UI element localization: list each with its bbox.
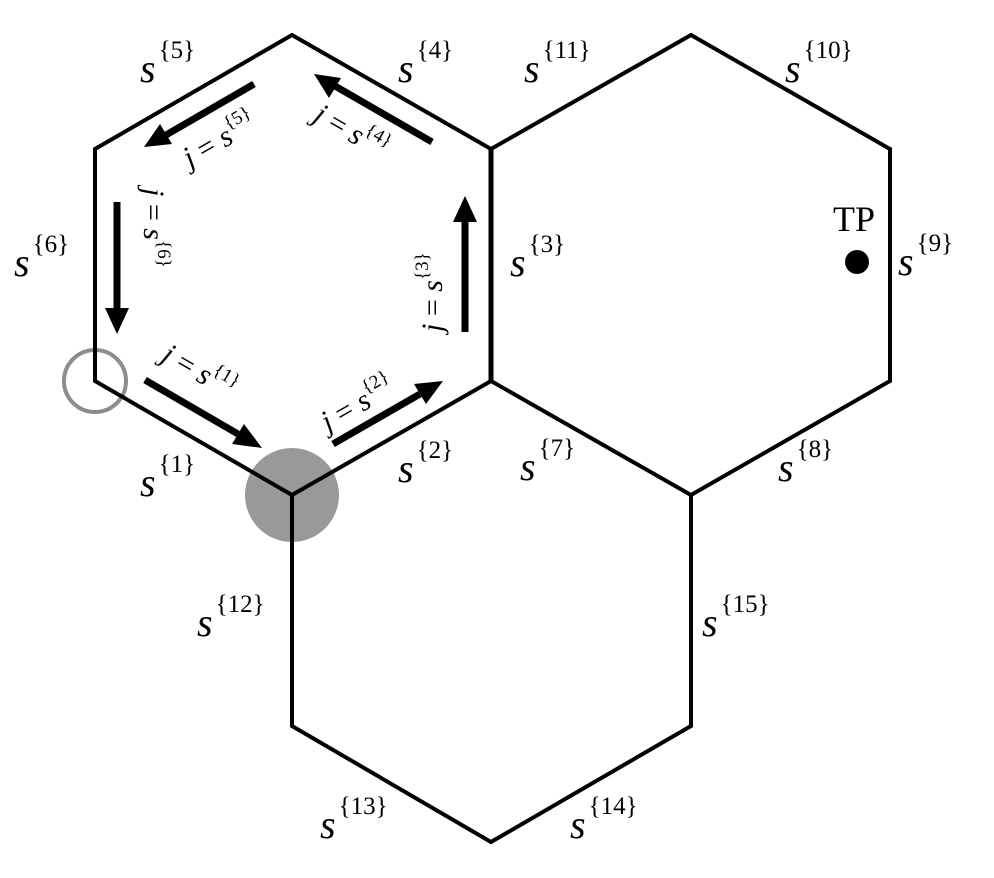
edge-label-s12: s {12} <box>197 591 265 645</box>
arrow-s2 <box>331 381 443 448</box>
edge-label-s3: s {3} <box>510 231 565 285</box>
edge-s11 <box>489 33 693 151</box>
edge-s13 <box>290 724 493 844</box>
edge-s8 <box>689 379 892 497</box>
edge-label-s8: s {8} <box>778 436 833 490</box>
arrow-label-s5: j = s{5} <box>172 102 263 176</box>
hexagon-right <box>489 33 892 497</box>
edge-label-s5: s {5} <box>140 37 195 91</box>
edge-label-s1: s {1} <box>140 451 195 505</box>
tp-label: TP <box>833 199 875 239</box>
edge-s10 <box>689 33 892 151</box>
edge-label-s11: s {11} <box>524 37 591 91</box>
edge-label-s13: s {13} <box>320 793 388 847</box>
edge-s2 <box>290 379 493 497</box>
edge-label-s6: s {6} <box>14 231 69 285</box>
edge-s4 <box>290 33 493 151</box>
edge-label-s15: s {15} <box>702 591 770 645</box>
arrow-s5 <box>144 80 256 147</box>
edge-labels: s {1} s {2} s {3} s {4} s {5} s {6} s {7} s {8} … <box>14 37 953 847</box>
edge-label-s4: s {4} <box>398 37 453 91</box>
edge-s5 <box>93 33 294 151</box>
edge-label-s9: s {9} <box>898 230 953 284</box>
arrow-s6 <box>105 202 129 334</box>
arrow-label-s3: j = s{3} <box>412 252 449 336</box>
arrow-s3 <box>453 196 477 332</box>
arrow-label-s6: j = s{6} <box>137 184 174 268</box>
arrow-labels: j = s{1} j = s{2} j = s{3} j = s{4} j = … <box>137 92 449 440</box>
circulation-arrows <box>105 74 477 448</box>
arrow-s4 <box>314 74 434 146</box>
tp-dot <box>845 250 869 274</box>
arrow-s1 <box>143 376 262 448</box>
edge-label-s10: s {10} <box>785 37 853 91</box>
edge-s14 <box>489 724 693 844</box>
arrow-label-s4: j = s{4} <box>305 92 396 166</box>
edge-label-s14: s {14} <box>570 793 638 847</box>
edge-s7 <box>489 379 693 497</box>
hexagon-bottom <box>290 493 693 844</box>
edge-label-s7: s {7} <box>520 435 575 489</box>
hexagon-left <box>93 33 494 497</box>
edge-label-s2: s {2} <box>398 437 453 491</box>
edge-s1 <box>93 379 294 497</box>
